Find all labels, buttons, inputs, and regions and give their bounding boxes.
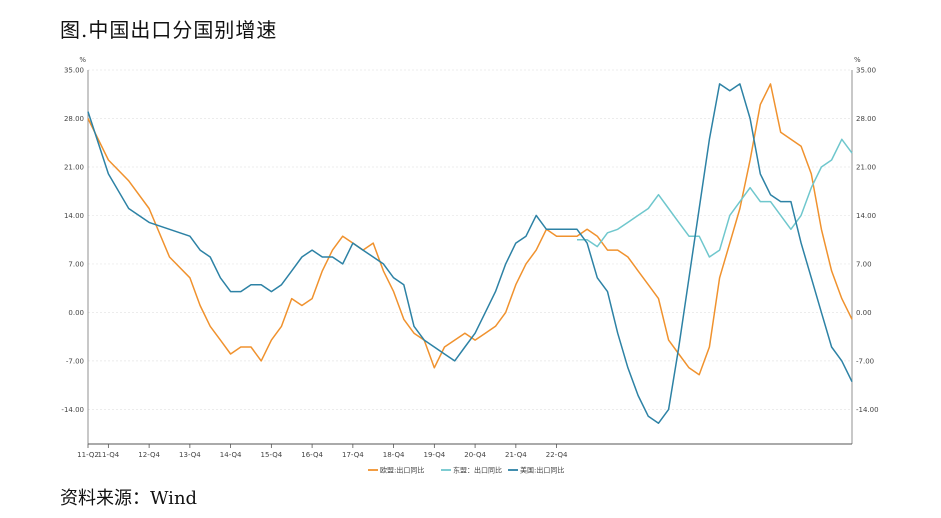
series-line xyxy=(577,138,853,258)
ytick-left-label: 35.00 xyxy=(64,67,84,75)
ytick-right-label: 21.00 xyxy=(856,163,876,171)
ytick-left-label: -14.00 xyxy=(61,406,84,414)
ytick-right-label: 0.00 xyxy=(856,309,872,317)
xtick-label: 17-Q4 xyxy=(342,451,364,459)
legend-label: 美国:出口同比 xyxy=(520,466,564,475)
ytick-left-label: 0.00 xyxy=(68,309,84,317)
ytick-right-label: -7.00 xyxy=(856,357,874,365)
xtick-label: 21-Q4 xyxy=(505,451,527,459)
xtick-label: 13-Q4 xyxy=(179,451,201,459)
ytick-right-label: 7.00 xyxy=(856,260,872,268)
ytick-left-label: -7.00 xyxy=(66,357,84,365)
ytick-right-label: 14.00 xyxy=(856,212,876,220)
chart-title: 图.中国出口分国别增速 xyxy=(60,18,278,42)
ytick-left-label: 7.00 xyxy=(68,260,84,268)
xtick-label: 15-Q4 xyxy=(261,451,283,459)
xtick-label: 20-Q4 xyxy=(464,451,486,459)
series-layer xyxy=(87,83,853,424)
legend-label: 欧盟:出口同比 xyxy=(380,466,424,475)
xtick-label: 11-Q4 xyxy=(98,451,120,459)
xtick-label: 12-Q4 xyxy=(138,451,160,459)
ytick-right-label: -14.00 xyxy=(856,406,879,414)
xtick-label: 14-Q4 xyxy=(220,451,242,459)
legend-label: 东盟：出口同比 xyxy=(453,466,502,475)
legend: 欧盟:出口同比 东盟：出口同比 美国:出口同比 xyxy=(368,466,564,475)
source-note: 资料来源：Wind xyxy=(60,488,198,509)
series-line xyxy=(87,83,853,376)
unit-left: % xyxy=(79,56,86,64)
xtick-label: 16-Q4 xyxy=(301,451,323,459)
ytick-left-label: 21.00 xyxy=(64,163,84,171)
axis-layer: 35.00 35.00 28.00 28.00 21.00 21.00 14.00 14.00… xyxy=(61,56,878,459)
ytick-right-label: 35.00 xyxy=(856,67,876,75)
unit-right: % xyxy=(854,56,861,64)
xtick-label: 22-Q4 xyxy=(546,451,568,459)
ytick-right-label: 28.00 xyxy=(856,115,876,123)
ytick-left-label: 14.00 xyxy=(64,212,84,220)
grid-layer xyxy=(88,69,852,410)
ytick-left-label: 28.00 xyxy=(64,115,84,123)
series-line xyxy=(87,83,853,424)
xtick-label: 18-Q4 xyxy=(383,451,405,459)
xtick-label: 19-Q4 xyxy=(424,451,446,459)
xtick-label: 11-Q2 xyxy=(77,451,99,459)
